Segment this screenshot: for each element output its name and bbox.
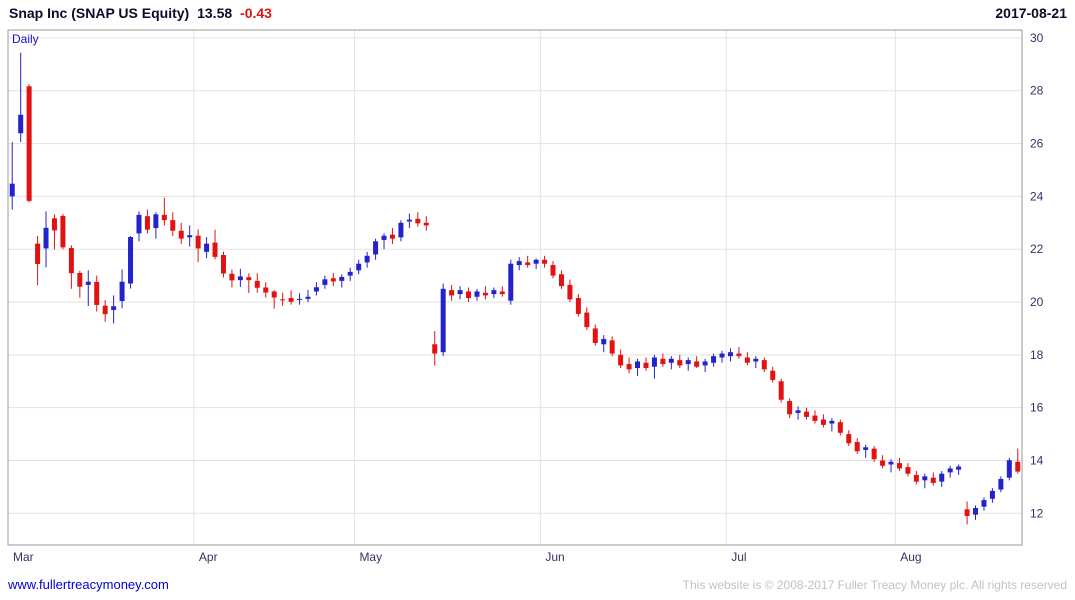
y-axis-tick-label: 24	[1030, 189, 1044, 203]
x-axis-month-label: Mar	[13, 550, 34, 564]
candlestick-chart-area: 12 14 16 18 20 22 24 26 28 30 Mar Apr May Jun Jul Aug D…	[7, 29, 1044, 564]
y-axis-tick-label: 18	[1030, 348, 1044, 362]
x-axis-month-label: Jul	[731, 550, 746, 564]
x-axis-month-label: May	[359, 550, 382, 564]
y-axis-tick-label: 28	[1030, 84, 1044, 98]
interval-label: Daily	[12, 32, 39, 46]
y-axis-tick-label: 22	[1030, 242, 1044, 256]
price-change: -0.43	[240, 5, 272, 21]
chart-date: 2017-08-21	[995, 5, 1067, 21]
y-axis-tick-label: 12	[1030, 506, 1044, 520]
site-link[interactable]: www.fullertreacymoney.com	[8, 577, 169, 592]
x-axis-month-label: Jun	[545, 550, 564, 564]
y-axis-tick-label: 14	[1030, 453, 1044, 467]
y-axis-tick-label: 30	[1030, 31, 1044, 45]
last-price: 13.58	[197, 5, 233, 21]
price-chart-canvas: 12 14 16 18 20 22 24 26 28 30 Mar Apr May Jun Jul Aug	[7, 29, 1044, 564]
copyright-notice: This website is © 2008-2017 Fuller Treac…	[682, 578, 1067, 592]
y-axis-tick-label: 26	[1030, 137, 1044, 151]
x-axis-month-label: Apr	[199, 550, 218, 564]
chart-header: Snap Inc (SNAP US Equity) 13.58 -0.43	[9, 5, 272, 21]
y-axis-tick-label: 20	[1030, 295, 1044, 309]
x-axis-month-label: Aug	[900, 550, 921, 564]
instrument-title: Snap Inc (SNAP US Equity)	[9, 5, 190, 21]
y-axis-tick-label: 16	[1030, 401, 1044, 415]
